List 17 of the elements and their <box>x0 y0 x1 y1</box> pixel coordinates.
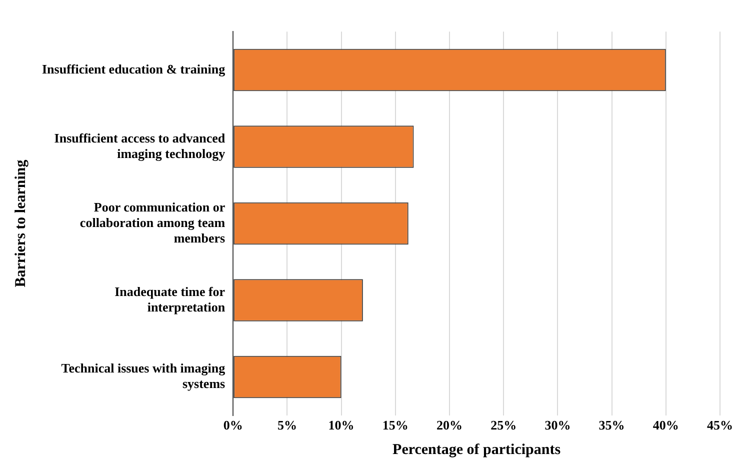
y-tick-label: Insufficient education & training <box>42 61 226 76</box>
x-tick-label: 35% <box>598 418 625 433</box>
x-axis-title: Percentage of participants <box>392 442 561 458</box>
y-axis-title: Barriers to learning <box>12 159 29 288</box>
x-tick-label: 15% <box>382 418 408 433</box>
x-tick-label: 20% <box>436 418 462 433</box>
x-tick-label: 30% <box>544 418 571 433</box>
x-tick-label: 5% <box>277 418 297 433</box>
x-tick-label: 25% <box>490 418 517 433</box>
x-tick-label: 10% <box>328 418 354 433</box>
y-tick-label: Inadequate time for interpretation <box>114 284 226 314</box>
x-tick-label: 45% <box>707 418 733 433</box>
x-tick-label: 40% <box>652 418 679 433</box>
y-tick-label: Poor communication or collaboration among team members <box>80 199 226 246</box>
y-tick-label: Technical issues with imaging systems <box>61 360 226 392</box>
x-tick-label: 0% <box>223 418 243 433</box>
y-tick-label: Insufficient access to advanced imaging technology <box>54 130 226 161</box>
